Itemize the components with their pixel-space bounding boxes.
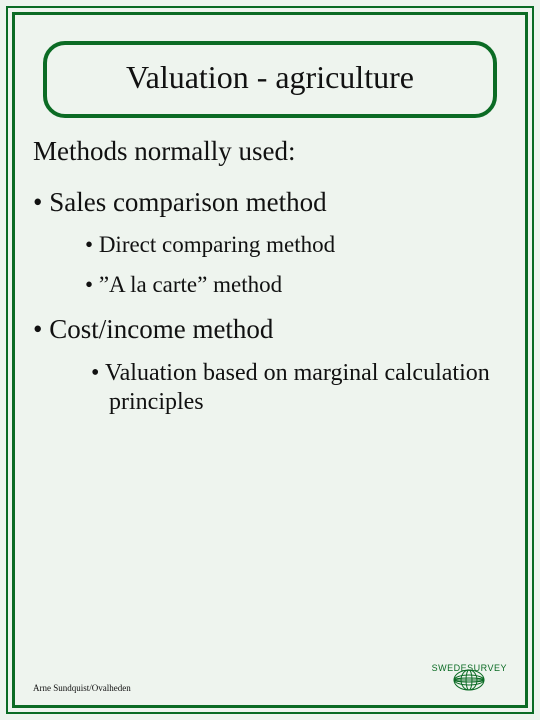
list-item: Cost/income method Valuation based on ma… <box>33 314 507 417</box>
list-item: Valuation based on marginal calculation … <box>91 359 507 417</box>
list-item-label: ”A la carte” method <box>99 272 282 297</box>
bullet-list: Sales comparison method Direct comparing… <box>33 187 507 417</box>
org-name: SWEDESURVEY <box>432 663 507 673</box>
slide-footer: Arne Sundquist/Ovalheden SWEDESURVEY <box>33 663 507 693</box>
list-item-label: Valuation based on marginal calculation … <box>105 360 490 415</box>
list-item: ”A la carte” method <box>85 272 507 298</box>
sublist: Valuation based on marginal calculation … <box>49 359 507 417</box>
sublist: Direct comparing method ”A la carte” met… <box>49 232 507 298</box>
title-box: Valuation - agriculture <box>43 41 497 118</box>
list-item-label: Cost/income method <box>49 314 273 344</box>
list-item-label: Direct comparing method <box>99 232 335 257</box>
slide-frame: Valuation - agriculture Methods normally… <box>12 12 528 708</box>
slide-title: Valuation - agriculture <box>57 59 483 96</box>
slide-subtitle: Methods normally used: <box>33 136 507 167</box>
org-logo: SWEDESURVEY <box>432 663 507 693</box>
list-item-label: Sales comparison method <box>49 187 326 217</box>
list-item: Direct comparing method <box>85 232 507 258</box>
author-text: Arne Sundquist/Ovalheden <box>33 683 131 693</box>
list-item: Sales comparison method Direct comparing… <box>33 187 507 298</box>
